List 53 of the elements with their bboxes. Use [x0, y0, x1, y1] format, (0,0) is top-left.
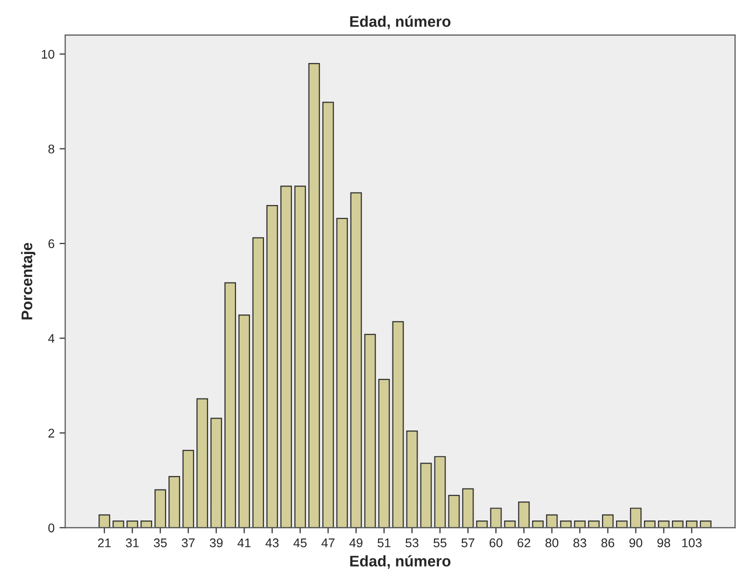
x-tick-label: 60: [490, 538, 502, 548]
x-tick-label: 35: [154, 538, 167, 548]
x-tick-label: 90: [629, 538, 642, 548]
x-tick-label: 37: [182, 538, 195, 548]
bar: [252, 237, 264, 528]
bar: [504, 520, 516, 528]
bar: [476, 520, 488, 528]
x-tick-label: 21: [98, 538, 111, 548]
chart-title: Edad, número: [350, 16, 450, 30]
y-tick-label: 10: [42, 50, 54, 59]
y-tick-label: 4: [48, 334, 54, 343]
x-tick-label: 45: [293, 538, 307, 548]
x-tick-label: 98: [657, 538, 670, 548]
x-axis-title: Edad, número: [350, 555, 450, 569]
y-tick-label: 8: [48, 144, 54, 154]
bar: [224, 282, 236, 528]
bar: [112, 520, 124, 528]
x-tick-label: 31: [126, 538, 139, 548]
x-tick-label: 53: [406, 538, 418, 548]
x-tick-label: 51: [378, 538, 390, 548]
x-tick-label: 43: [266, 538, 279, 548]
x-tick-label: 41: [238, 538, 251, 548]
bar: [616, 520, 628, 528]
y-tick-label: 6: [48, 239, 54, 248]
x-tick-label: 39: [210, 538, 223, 548]
x-tick-label: 103: [682, 538, 702, 548]
y-tick-label: 0: [48, 523, 54, 532]
bar: [196, 398, 208, 528]
bar: [532, 520, 544, 528]
x-tick-label: 83: [573, 538, 586, 548]
bar: [672, 520, 684, 528]
bar: [392, 321, 404, 528]
bar: [336, 218, 348, 528]
bar: [448, 494, 460, 528]
bar: [560, 520, 572, 528]
bar: [700, 520, 712, 528]
x-tick-label: 55: [434, 538, 446, 548]
bar: [588, 520, 600, 528]
x-tick-label: 49: [349, 538, 362, 548]
x-tick-label: 62: [518, 538, 530, 548]
bar: [168, 476, 180, 528]
x-tick-label: 47: [321, 538, 334, 548]
bar: [364, 334, 376, 528]
x-tick-label: 80: [545, 538, 558, 548]
bar: [308, 62, 320, 528]
y-axis-title: Porcentaje: [21, 242, 36, 320]
x-tick-label: 57: [462, 538, 474, 548]
bar: [420, 462, 432, 528]
y-tick-label: 2: [48, 428, 54, 438]
bar: [644, 520, 656, 528]
bar: [140, 520, 152, 528]
x-tick-label: 86: [601, 538, 614, 548]
bar: [280, 186, 292, 528]
